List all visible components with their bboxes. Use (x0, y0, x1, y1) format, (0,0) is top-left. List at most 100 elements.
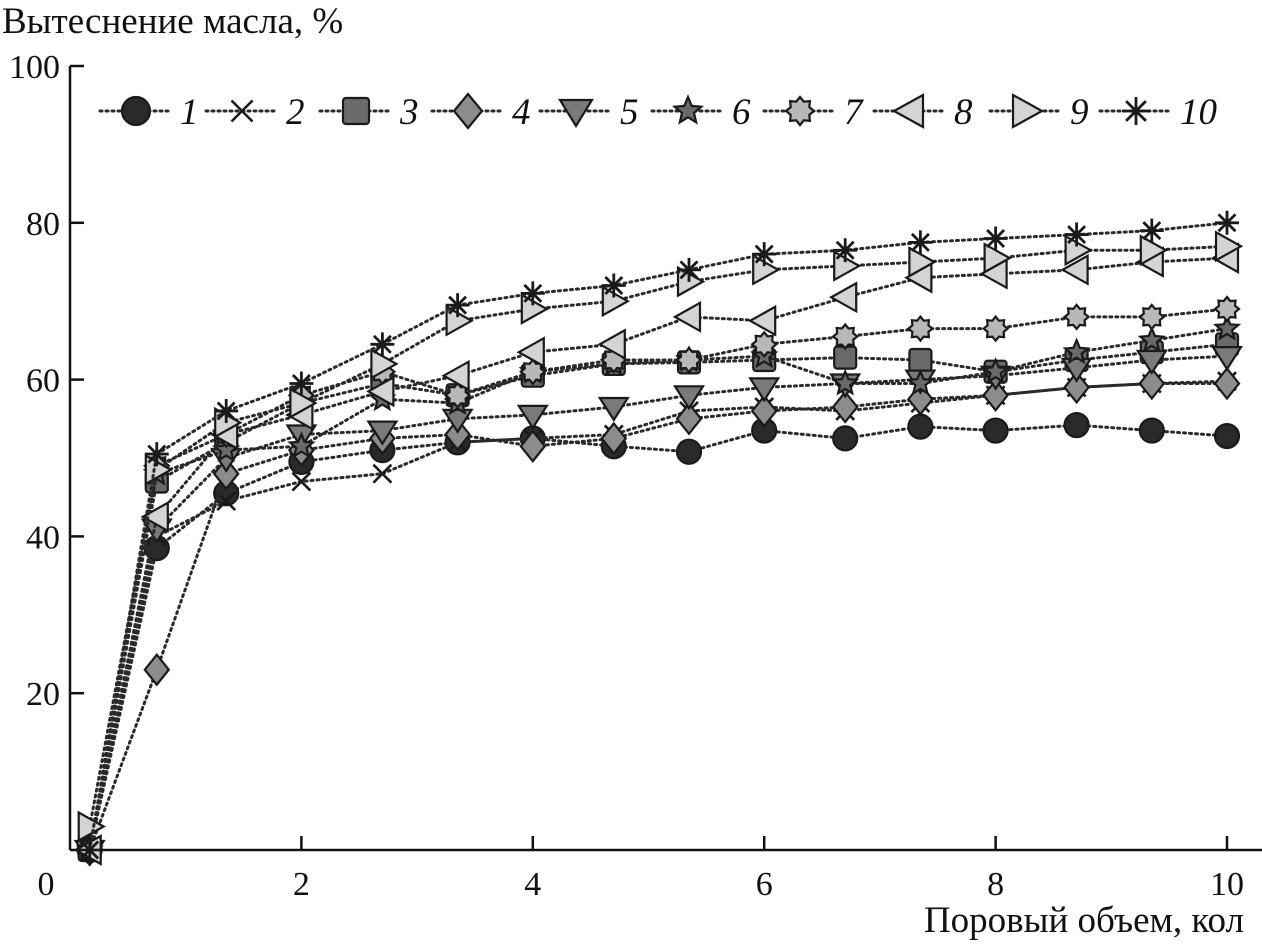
series-10-point (144, 442, 169, 467)
series-9-point (370, 348, 399, 380)
legend-label-1: 1 (180, 92, 199, 133)
series-7-line (88, 307, 1229, 852)
legend-label-5: 5 (620, 92, 639, 133)
series-8-point (747, 304, 777, 337)
series-10-point (214, 398, 239, 423)
series-8-point (828, 281, 858, 314)
series-8-line (88, 256, 1229, 852)
series-8-point (516, 336, 545, 369)
series-7-point (906, 314, 935, 343)
legend-item-9: 9 (988, 92, 1089, 133)
series-1-point (982, 417, 1009, 444)
series-8-point (140, 500, 169, 533)
x-tick-label-8: 8 (987, 866, 1004, 903)
legend-label-7: 7 (844, 92, 864, 133)
series-5-point (1210, 346, 1244, 372)
series-9-point (833, 250, 862, 282)
series-4-point (831, 390, 859, 424)
legend-marker-3 (341, 96, 371, 126)
series-5-point (1135, 349, 1168, 376)
series-9-point (445, 304, 474, 337)
y-tick-label-60: 60 (26, 363, 60, 400)
series-9-point (289, 387, 318, 419)
series-7-point (443, 381, 472, 410)
legend-label-2: 2 (286, 92, 305, 133)
series-5-point (516, 404, 549, 430)
y-tick-label-20: 20 (26, 676, 60, 713)
series-10-point (445, 293, 470, 318)
legend-item-8: 8 (872, 92, 973, 133)
legend-marker-6 (671, 94, 705, 125)
series-10-point (752, 242, 777, 267)
series-10-point (520, 281, 545, 306)
series-6-point (906, 368, 935, 396)
series-1-point (675, 438, 703, 465)
legend-marker-7 (784, 95, 816, 127)
legend-item-1: 1 (98, 92, 199, 133)
series-5-point (672, 385, 706, 411)
series-10-point (1215, 210, 1239, 235)
series-4-point (1213, 366, 1241, 401)
y-axis-title: Вытеснение масла, % (2, 1, 343, 42)
series-9-point (752, 253, 781, 286)
series-7-point (1213, 295, 1241, 323)
series-4-point (212, 456, 240, 491)
x-tick-label-6: 6 (756, 866, 773, 903)
x-tick-label-4: 4 (524, 866, 541, 903)
series-8-point (597, 328, 626, 361)
series-1-point (907, 413, 934, 440)
series-5-line (88, 354, 1229, 852)
series-8 (73, 242, 1240, 866)
series-10-line (88, 221, 1229, 852)
series-1-point (832, 425, 859, 452)
series-6-point (831, 368, 860, 396)
series-2-line (88, 379, 1229, 852)
legend-marker-8 (891, 93, 925, 129)
series-9-point (908, 246, 937, 278)
legend-item-7: 7 (762, 92, 864, 133)
legend-item-5: 5 (538, 92, 639, 133)
series-3-point (908, 347, 933, 373)
series-10 (77, 210, 1239, 862)
axes (68, 66, 1262, 852)
series-9-point (520, 293, 550, 325)
series-9-line (88, 244, 1229, 828)
series-10-point (983, 226, 1008, 251)
series-4-line (88, 382, 1229, 852)
series-5-point (366, 420, 399, 446)
legend-item-3: 3 (318, 92, 419, 133)
series-10-point (908, 230, 933, 255)
series-4-point (1138, 366, 1166, 401)
series-10-point (676, 257, 701, 282)
series-8-point (1060, 253, 1089, 286)
legend-label-3: 3 (399, 92, 419, 133)
series-1-point (1213, 422, 1241, 450)
series-4-point (444, 417, 472, 452)
series-7-point (675, 346, 703, 374)
series-6-point (287, 431, 316, 459)
series-7-point (981, 314, 1010, 343)
series-7-point (750, 330, 778, 359)
legend-marker-4 (452, 92, 484, 130)
series-4-point (750, 394, 778, 428)
series-4-point (675, 402, 703, 436)
legend-marker-2 (230, 99, 254, 123)
series-9-point (1064, 234, 1093, 267)
x-tick-label-2: 2 (293, 866, 310, 903)
series-9-point (601, 285, 631, 318)
legend-marker-1 (120, 95, 152, 127)
series-9-point (77, 810, 106, 843)
series-10-point (601, 273, 626, 298)
legend: 1 2 3 4 5 6 7 8 9 10 (98, 92, 1218, 133)
series-7 (75, 295, 1241, 864)
series-10-point (370, 332, 395, 357)
y-tick-label-40: 40 (26, 519, 60, 556)
series-9-point (983, 242, 1012, 274)
series-3 (77, 332, 1240, 863)
origin-tick-label: 0 (38, 866, 55, 903)
series-7-point (1062, 303, 1091, 331)
series-8-point (672, 301, 702, 333)
legend-label-10: 10 (1180, 92, 1218, 133)
series-1-line (88, 423, 1229, 852)
